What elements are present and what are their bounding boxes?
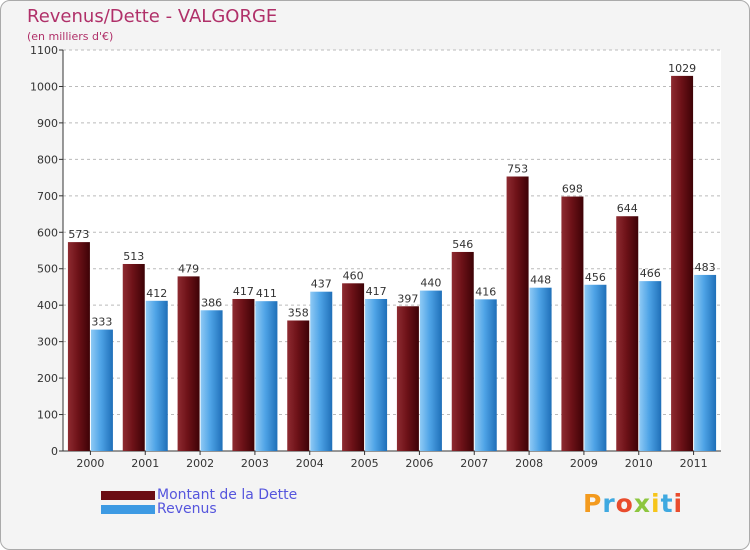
x-tick-label: 2011 <box>680 457 708 470</box>
x-tick-label: 2001 <box>131 457 159 470</box>
y-tick-label: 400 <box>37 299 58 312</box>
debt-bar <box>122 263 145 451</box>
x-tick-label: 2005 <box>351 457 379 470</box>
debt-bar <box>451 251 474 451</box>
revenue-value-label: 456 <box>585 271 606 284</box>
debt-bar <box>232 298 255 451</box>
logo-letter: x <box>633 489 651 518</box>
logo-letter: i <box>651 489 661 518</box>
x-tick-label: 2002 <box>186 457 214 470</box>
legend-label-debt: Montant de la Dette <box>157 487 298 503</box>
y-tick-label: 900 <box>37 117 58 130</box>
debt-value-label: 546 <box>452 238 473 251</box>
debt-value-label: 460 <box>343 269 364 282</box>
x-tick-label: 2003 <box>241 457 269 470</box>
revenue-bar <box>419 290 442 451</box>
revenue-value-label: 417 <box>366 285 387 298</box>
revenue-bar <box>145 300 168 451</box>
debt-value-label: 573 <box>68 228 89 241</box>
x-tick-label: 2010 <box>625 457 653 470</box>
debt-value-label: 358 <box>288 306 309 319</box>
debt-bar <box>561 196 584 451</box>
legend-swatch-debt <box>101 490 155 500</box>
revenue-value-label: 412 <box>146 287 167 300</box>
x-tick-label: 2000 <box>76 457 104 470</box>
revenue-value-label: 483 <box>695 261 716 274</box>
revenue-bar <box>584 284 607 451</box>
legend-item-revenue: Revenus <box>101 501 217 517</box>
revenue-value-label: 466 <box>640 267 661 280</box>
debt-value-label: 397 <box>397 292 418 305</box>
debt-value-label: 644 <box>617 202 638 215</box>
y-tick-label: 100 <box>37 409 58 422</box>
y-tick-label: 1100 <box>30 44 58 57</box>
debt-bar <box>67 242 90 451</box>
revenue-bar <box>310 291 333 451</box>
x-tick-label: 2006 <box>405 457 433 470</box>
debt-value-label: 1029 <box>668 62 696 75</box>
x-tick-label: 2008 <box>515 457 543 470</box>
legend-label-revenue: Revenus <box>157 501 217 517</box>
revenue-bar <box>639 281 662 451</box>
debt-value-label: 698 <box>562 183 583 196</box>
debt-value-label: 417 <box>233 285 254 298</box>
proxiti-logo: Proxiti <box>583 489 683 518</box>
y-tick-label: 200 <box>37 372 58 385</box>
debt-bar <box>287 320 310 451</box>
debt-bar <box>506 176 529 452</box>
plot-area <box>63 50 721 451</box>
revenue-bar <box>365 298 388 451</box>
logo-letter: t <box>660 489 674 518</box>
y-tick-label: 500 <box>37 263 58 276</box>
revenue-bar <box>90 329 113 451</box>
revenue-bar <box>200 310 223 451</box>
revenue-value-label: 411 <box>256 287 277 300</box>
y-tick-label: 0 <box>51 445 58 458</box>
revenue-bar <box>694 274 717 451</box>
debt-value-label: 513 <box>123 250 144 263</box>
debt-bar <box>177 276 200 451</box>
debt-bar <box>342 283 365 451</box>
debt-bar <box>396 306 419 451</box>
y-tick-label: 1000 <box>30 80 58 93</box>
chart-title: Revenus/Dette - VALGORGE <box>27 6 278 27</box>
revenue-bar <box>529 287 552 451</box>
logo-letter: P <box>583 489 603 518</box>
x-tick-label: 2007 <box>460 457 488 470</box>
legend-item-debt: Montant de la Dette <box>101 487 298 503</box>
logo-letter: r <box>602 489 616 518</box>
revenue-value-label: 440 <box>420 277 441 290</box>
revenue-bar <box>474 299 497 451</box>
revenue-value-label: 437 <box>311 278 332 291</box>
y-tick-label: 800 <box>37 153 58 166</box>
revenue-value-label: 416 <box>475 285 496 298</box>
debt-value-label: 479 <box>178 262 199 275</box>
debt-value-label: 753 <box>507 162 528 175</box>
chart-subtitle: (en milliers d'€) <box>27 30 114 43</box>
x-tick-label: 2004 <box>296 457 324 470</box>
debt-bar <box>671 75 694 452</box>
y-tick-label: 600 <box>37 226 58 239</box>
revenue-bar <box>255 301 278 451</box>
debt-bar <box>616 216 639 451</box>
revenue-value-label: 448 <box>530 274 551 287</box>
legend-swatch-revenue <box>101 504 155 514</box>
revenue-value-label: 333 <box>91 316 112 329</box>
logo-letter: i <box>673 489 684 518</box>
y-tick-label: 700 <box>37 190 58 203</box>
y-tick-label: 300 <box>37 336 58 349</box>
revenue-value-label: 386 <box>201 296 222 309</box>
logo-letter: o <box>615 489 634 518</box>
x-tick-label: 2009 <box>570 457 598 470</box>
